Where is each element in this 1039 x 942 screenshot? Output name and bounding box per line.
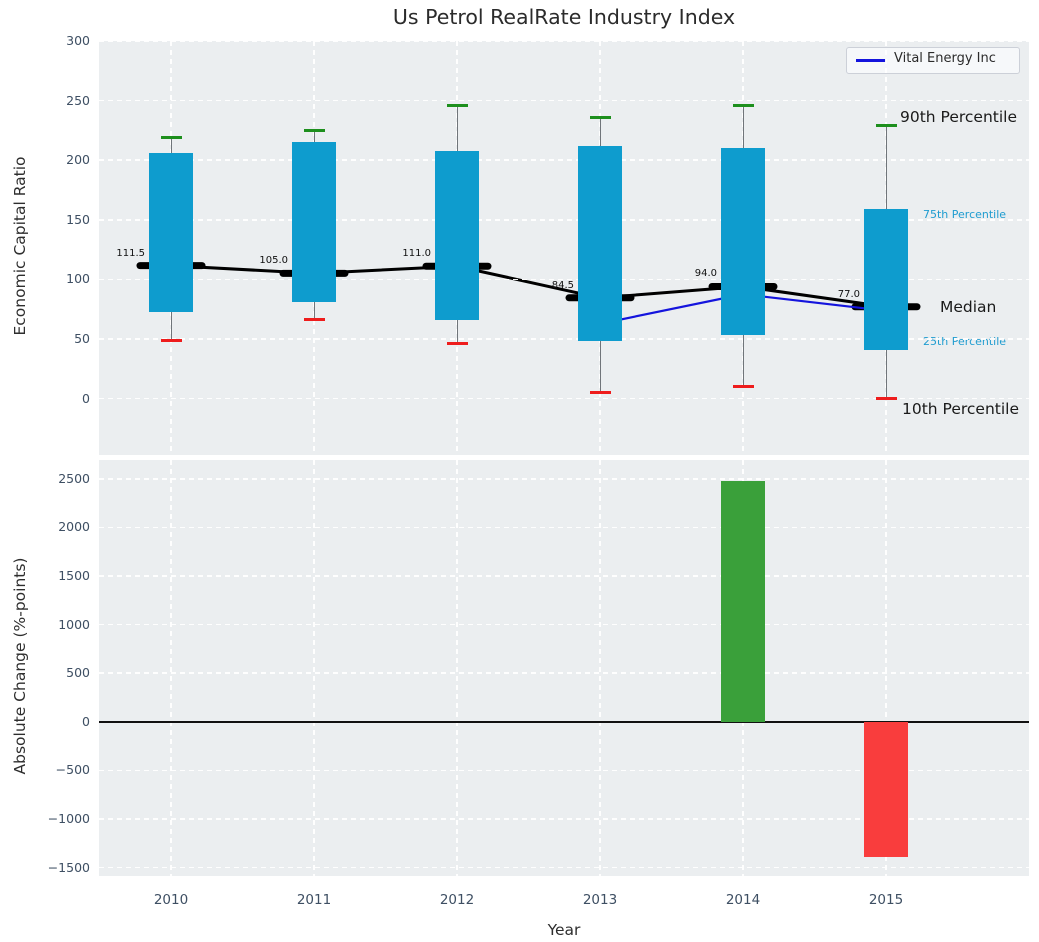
y-tick-label: 0 <box>82 713 90 729</box>
grid-line-v <box>170 460 172 876</box>
grid-line-h <box>99 672 1029 674</box>
y-tick-label: 500 <box>66 665 90 681</box>
x-axis-label: Year <box>547 921 581 939</box>
y-tick-label: 250 <box>66 92 90 108</box>
grid-line-h <box>99 397 1029 400</box>
percentile-box <box>435 150 479 320</box>
p90-cap <box>303 128 325 132</box>
y-tick-label: 2000 <box>58 519 90 535</box>
change-bar-negative <box>864 721 908 857</box>
median-value-label: 105.0 <box>259 255 288 267</box>
p10-cap <box>303 318 325 322</box>
grid-line-h <box>99 99 1029 102</box>
grid-line-h <box>99 818 1029 820</box>
percentile-box <box>149 153 193 312</box>
grid-line-v <box>885 460 887 876</box>
grid-line-h <box>99 526 1029 529</box>
annotation-25th-percentile: 25th Percentile <box>923 335 1007 348</box>
grid-line-h <box>99 159 1029 161</box>
p10-cap <box>732 385 754 389</box>
y-tick-label: 1500 <box>58 568 90 583</box>
p10-cap <box>446 342 468 346</box>
median-value-label: 94.0 <box>694 268 717 280</box>
grid-line-h <box>99 769 1029 772</box>
grid-line-h <box>99 218 1029 221</box>
grid-line-v <box>599 460 601 876</box>
legend-label: Vital Energy Inc <box>894 51 996 66</box>
y-tick-label: 50 <box>74 330 90 346</box>
percentile-box <box>578 145 622 342</box>
grid-line-h <box>99 40 1029 42</box>
grid-line-h <box>99 478 1029 480</box>
grid-line-v <box>313 460 315 876</box>
legend-line-sample <box>856 59 886 62</box>
annotation-90th-percentile: 90th Percentile <box>900 108 1018 126</box>
annotation-10th-percentile: 10th Percentile <box>902 400 1020 418</box>
grid-line-h <box>99 575 1029 577</box>
p10-cap <box>589 391 611 395</box>
y-tick-label: 100 <box>66 271 90 287</box>
x-tick-label: 2013 <box>582 892 618 908</box>
p10-cap <box>160 338 182 342</box>
y-tick-label: −1000 <box>47 811 90 826</box>
y-tick-label: −500 <box>55 762 90 778</box>
y-tick-label: 150 <box>66 211 90 227</box>
median-value-label: 111.0 <box>402 248 431 260</box>
p90-cap <box>875 124 897 128</box>
p10-cap <box>875 397 897 400</box>
annotation-median: Median <box>940 298 997 316</box>
y-tick-label: 300 <box>66 33 90 48</box>
annotation-75th-percentile: 75th Percentile <box>923 208 1007 221</box>
p90-cap <box>446 103 468 107</box>
y-tick-label: 200 <box>66 152 90 168</box>
y-tick-label: 2500 <box>58 470 90 486</box>
p90-cap <box>589 115 611 119</box>
median-value-label: 77.0 <box>837 288 860 300</box>
grid-line-h <box>99 866 1029 869</box>
x-tick-label: 2014 <box>725 892 761 908</box>
chart-title: Us Petrol RealRate Industry Index <box>392 5 736 29</box>
y-tick-label: 1000 <box>58 616 90 632</box>
y-tick-label: −1500 <box>47 859 90 875</box>
change-bar-positive <box>721 480 765 722</box>
median-value-label: 111.5 <box>116 247 145 259</box>
x-tick-label: 2012 <box>439 892 475 908</box>
median-value-label: 84.5 <box>551 279 574 291</box>
percentile-box <box>721 148 765 336</box>
grid-line-h <box>99 278 1029 281</box>
percentile-box <box>292 142 336 302</box>
y-tick-label: 0 <box>82 390 90 406</box>
x-tick-label: 2011 <box>296 892 332 908</box>
grid-line-h <box>99 623 1029 626</box>
x-tick-label: 2015 <box>868 892 904 908</box>
percentile-box <box>864 209 908 350</box>
legend: Vital Energy Inc <box>846 47 1020 74</box>
grid-line-v <box>456 460 458 876</box>
p90-cap <box>160 136 182 140</box>
p90-cap <box>732 103 754 107</box>
grid-line-h <box>99 338 1029 340</box>
zero-line <box>99 721 1029 723</box>
x-tick-label: 2010 <box>153 892 189 908</box>
